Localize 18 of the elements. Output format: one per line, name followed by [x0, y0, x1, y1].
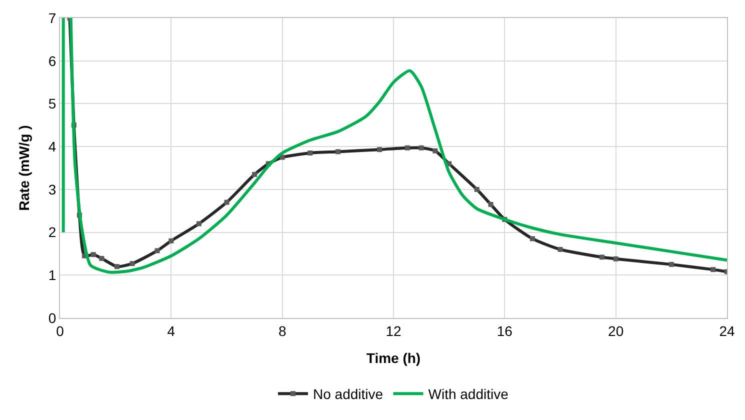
y-tick-label: 0 [48, 310, 56, 326]
legend-label: With additive [428, 386, 509, 402]
y-axis-title: Rate (mW/g ) [16, 125, 32, 211]
y-tick-label: 6 [48, 52, 56, 69]
y-tick-label: 2 [48, 224, 56, 240]
x-tick-label: 4 [167, 322, 176, 339]
x-tick-label: 12 [386, 322, 402, 339]
y-tick-label: 3 [48, 181, 56, 198]
x-tick-label: 20 [608, 322, 624, 339]
y-tick-label: 4 [48, 138, 56, 154]
y-tick-label: 1 [48, 267, 56, 284]
x-tick-label: 24 [719, 322, 735, 339]
y-tick-label: 5 [48, 96, 56, 112]
y-tick-label: 7 [48, 10, 56, 26]
x-tick-label: 16 [496, 322, 513, 339]
x-tick-label: 8 [278, 322, 286, 339]
x-axis-title: Time (h) [366, 350, 421, 366]
legend-label: No additive [313, 386, 384, 402]
